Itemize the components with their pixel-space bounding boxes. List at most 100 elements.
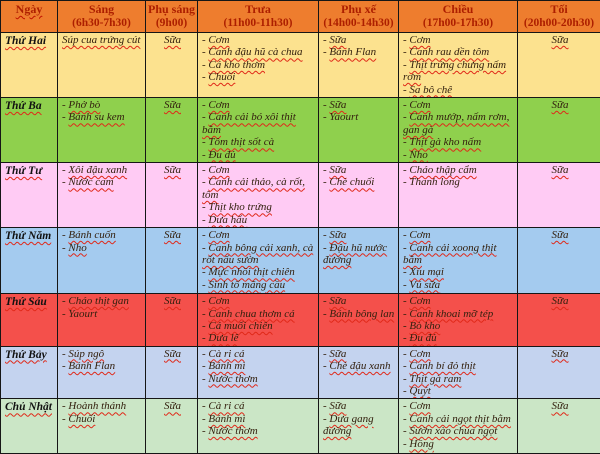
meal-cell-phu_xe: - Sữa- Bánh Flan — [319, 33, 399, 98]
meal-item: - Sườn xào chua ngọt — [403, 425, 515, 437]
meal-item: - Thanh long — [403, 176, 515, 188]
meal-item: Sữa — [522, 229, 598, 241]
meal-item: - Canh rau dền tôm — [403, 46, 515, 58]
meal-item: - Tôm thịt sốt cà — [202, 136, 316, 148]
meal-item: - Canh đậu hũ cà chua — [202, 46, 316, 58]
meal-item: Sữa — [150, 34, 195, 46]
meal-item: - Bò kho — [403, 320, 515, 332]
meal-item: - Cá kho thơm — [202, 59, 316, 71]
meal-item: - Sa bô chê — [403, 84, 515, 96]
column-time: (14h00-14h30) — [320, 17, 397, 31]
meal-cell-toi: Sữa — [518, 228, 600, 294]
meal-item: Sữa — [522, 295, 598, 307]
meal-cell-phu_xe: - Sữa- Chè chuối — [319, 163, 399, 228]
meal-cell-chieu: - Cháo thập cẩm- Thanh long — [399, 163, 518, 228]
meal-item: Sữa — [150, 99, 195, 111]
meal-item: - Cá muối chiên — [202, 320, 316, 332]
meal-item: Sữa — [522, 348, 598, 360]
meal-item: - Yaourt — [323, 111, 396, 123]
meal-item: - Canh bí đỏ thịt — [403, 360, 515, 372]
meal-item: - Canh cải bó xôi thịt bằm — [202, 111, 316, 136]
column-title: Trưa — [199, 3, 317, 17]
meal-cell-toi: Sữa — [518, 33, 600, 98]
meal-item: - Hoành thánh — [62, 400, 143, 412]
meal-item: - Canh mướp, nấm rơm, gan gà — [403, 111, 515, 136]
meal-item: - Sữa — [323, 400, 396, 412]
meal-cell-chieu: - Cơm- Canh mướp, nấm rơm, gan gà- Thịt … — [399, 98, 518, 163]
meal-cell-trua: - Cà ri cá- Bánh mì- Nước thơm — [198, 399, 319, 454]
meal-item: Súp cua trứng cút — [62, 34, 143, 46]
meal-cell-phu_sang: Sữa — [146, 399, 198, 454]
meal-cell-trua: - Cơm- Canh đậu hũ cà chua- Cá kho thơm-… — [198, 33, 319, 98]
meal-item: - Dưa lê — [202, 332, 316, 344]
meal-cell-phu_sang: Sữa — [146, 228, 198, 294]
meal-item: - Bánh bông lan — [323, 308, 396, 320]
meal-item: - Thịt gà ram — [403, 373, 515, 385]
meal-item: - Sinh tố mãng cầu — [202, 279, 316, 291]
meal-item: - Bánh su kem — [62, 111, 143, 123]
meal-item: - Cơm — [403, 348, 515, 360]
meal-item: - Thịt trứng chưng nấm rơm — [403, 59, 515, 84]
column-title: Phụ sáng — [147, 3, 196, 17]
meal-cell-sang: - Xôi đậu xanh- Nước cam — [58, 163, 146, 228]
meal-item: Sữa — [150, 295, 195, 307]
meal-item: - Sữa — [323, 34, 396, 46]
meal-item: - Hồng — [403, 438, 515, 450]
column-title: Sáng — [59, 3, 144, 17]
meal-item: - Bánh Flan — [323, 46, 396, 58]
meal-item: Sữa — [150, 229, 195, 241]
meal-item: - Cơm — [202, 164, 316, 176]
meal-item: - Cơm — [403, 34, 515, 46]
meal-cell-trua: - Cơm- Canh chua thơm cá- Cá muối chiên-… — [198, 294, 319, 347]
meal-item: - Xíu mại — [403, 266, 515, 278]
meal-item: - Bánh cuốn — [62, 229, 143, 241]
meal-item: - Đu đủ — [202, 149, 316, 161]
column-title: Tối — [519, 3, 599, 17]
day-label: Thứ Ba — [1, 98, 58, 163]
meal-cell-chieu: - Cơm- Canh khoai mỡ tép- Bò kho- Đu đủ — [399, 294, 518, 347]
meal-item: - Cháo thịt gan — [62, 295, 143, 307]
meal-item: Sữa — [150, 348, 195, 360]
meal-item: - Canh cải thảo, cà rốt, tôm — [202, 176, 316, 201]
column-header: Trưa(11h00-11h30) — [198, 1, 319, 33]
meal-item: - Xôi đậu xanh — [62, 164, 143, 176]
column-time: (9h00) — [147, 17, 196, 31]
meal-item: - Cơm — [403, 295, 515, 307]
meal-item: - Cơm — [403, 400, 515, 412]
meal-cell-chieu: - Cơm- Canh rau dền tôm- Thịt trứng chưn… — [399, 33, 518, 98]
meal-cell-trua: - Cà ri cá- Bánh mì- Nước thơm — [198, 346, 319, 399]
meal-cell-sang: - Bánh cuốn- Nho — [58, 228, 146, 294]
meal-cell-phu_sang: Sữa — [146, 98, 198, 163]
meal-item: - Đậu hũ nước đường — [323, 242, 396, 267]
meal-item: - Thịt gà kho nấm — [403, 136, 515, 148]
meal-cell-sang: Súp cua trứng cút — [58, 33, 146, 98]
meal-cell-sang: - Súp ngô- Bánh Flan — [58, 346, 146, 399]
meal-cell-trua: - Cơm- Canh bông cải xanh, cà rốt nấu sư… — [198, 228, 319, 294]
meal-item: - Sữa — [323, 295, 396, 307]
meal-item: - Canh cải ngọt thịt bằm — [403, 413, 515, 425]
column-time: (17h00-17h30) — [400, 17, 516, 31]
meal-item: - Nho — [62, 242, 143, 254]
meal-item: - Canh bông cải xanh, cà rốt nấu sườn — [202, 242, 316, 267]
meal-item: - Cơm — [202, 99, 316, 111]
meal-item: - Chuối — [62, 413, 143, 425]
meal-item: - Chè chuối — [323, 176, 396, 188]
meal-item: - Cháo thập cẩm — [403, 164, 515, 176]
meal-item: Sữa — [522, 34, 598, 46]
day-label: Thứ Bảy — [1, 346, 58, 399]
meal-item: - Sữa — [323, 164, 396, 176]
meal-cell-phu_xe: - Sữa- Yaourt — [319, 98, 399, 163]
meal-cell-toi: Sữa — [518, 346, 600, 399]
meal-item: - Đu đủ — [403, 332, 515, 344]
meal-item: - Bánh mì — [202, 413, 316, 425]
column-header: Phụ sáng(9h00) — [146, 1, 198, 33]
day-label: Chủ Nhật — [1, 399, 58, 454]
meal-cell-sang: - Phở bò- Bánh su kem — [58, 98, 146, 163]
meal-item: - Súp ngô — [62, 348, 143, 360]
meal-item: - Sữa — [323, 99, 396, 111]
meal-item: - Cơm — [202, 229, 316, 241]
